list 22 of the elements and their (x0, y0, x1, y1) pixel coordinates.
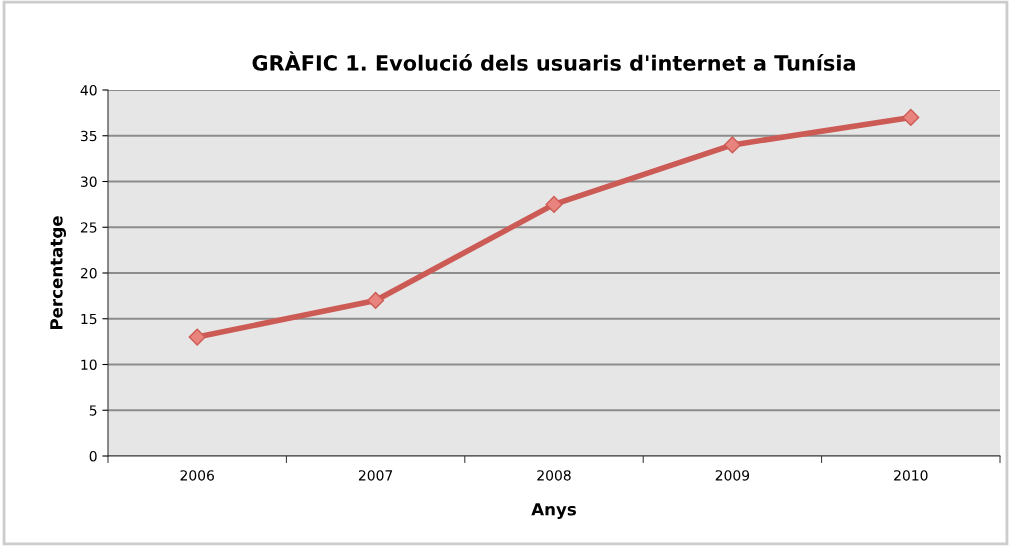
y-tick-label: 0 (89, 450, 97, 462)
point (367, 291, 385, 310)
point (723, 136, 741, 154)
y-tick-label: 30 (80, 176, 97, 187)
x-tick-label: 2006 (180, 470, 214, 481)
y-tick-label: 20 (80, 267, 97, 279)
y-tick-label: 10 (81, 359, 97, 370)
point (902, 108, 920, 127)
point (188, 328, 206, 346)
x-tick-label: 2008 (537, 470, 571, 481)
y-tick-label: 5 (89, 405, 97, 416)
x-tick-label: 2007 (358, 470, 393, 481)
point (545, 195, 563, 213)
y-axis-title: Percentatge (50, 216, 67, 330)
chart-title: GRÀFIC 1. Evolució dels usuaris d'internet a Tunísia (252, 51, 855, 71)
x-tick-label: 2010 (894, 470, 928, 481)
y-tick-label: 25 (80, 222, 97, 233)
y-tick-label: 40 (80, 84, 97, 96)
y-tick-label: 35 (80, 130, 97, 142)
x-tick-label: 2009 (715, 470, 750, 481)
x-axis-title: Anys (531, 503, 576, 519)
y-tick-label: 15 (81, 313, 97, 325)
